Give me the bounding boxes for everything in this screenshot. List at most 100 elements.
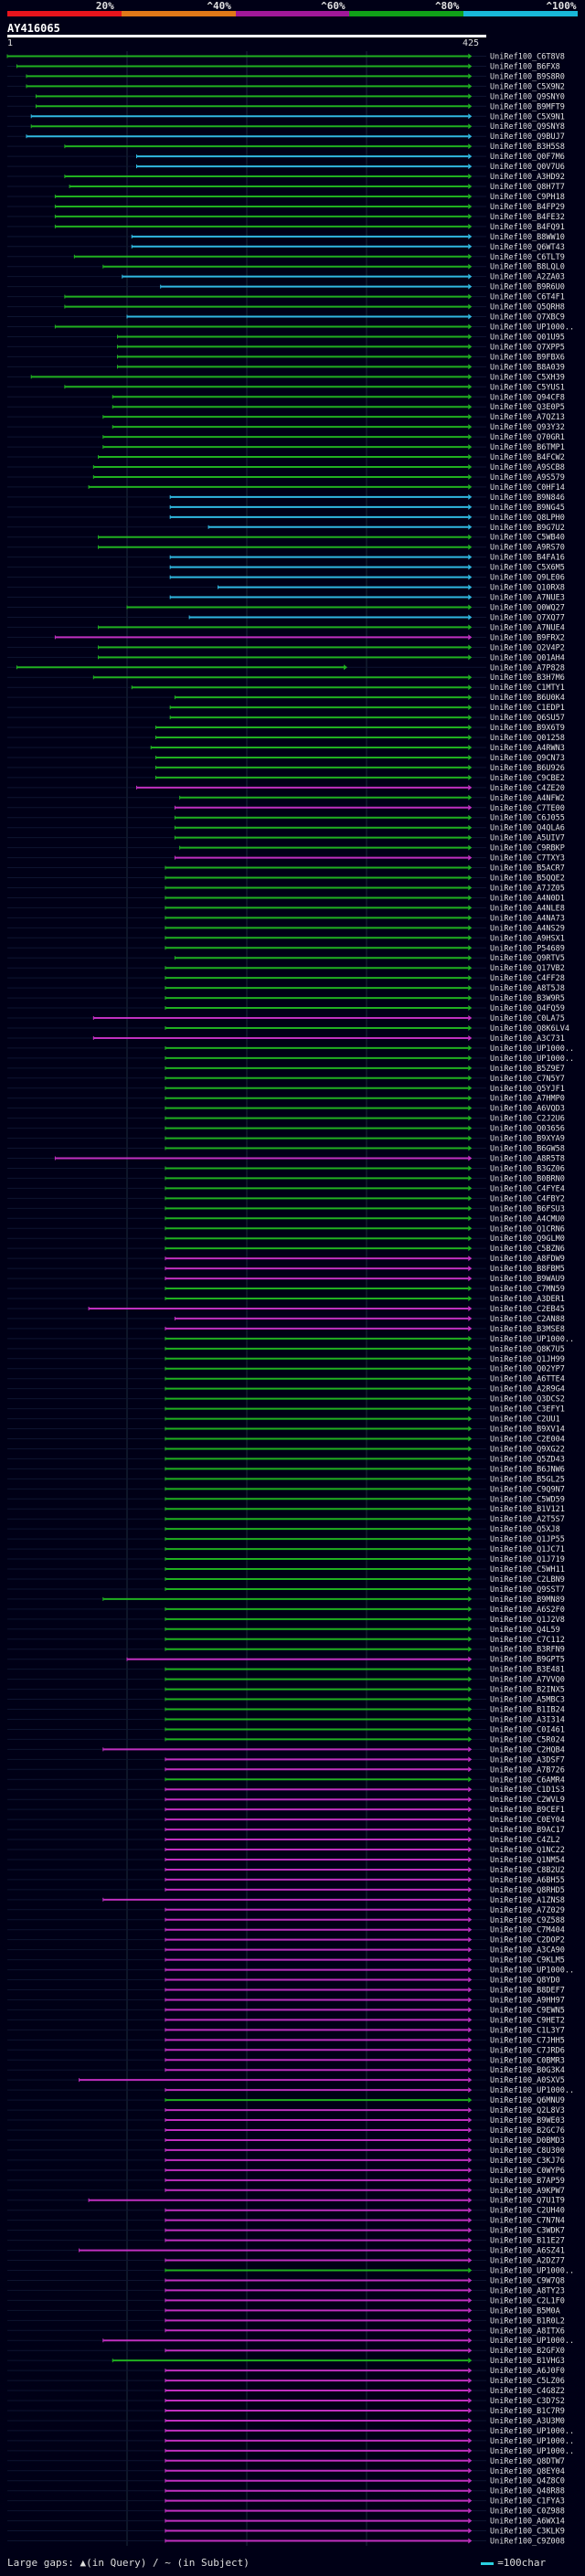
hit-arrow (468, 73, 473, 80)
scale-segment (121, 11, 236, 16)
scale-label: ^60% (321, 0, 346, 12)
hit-label: UniRef100_C6T4F1 (490, 293, 565, 302)
hit-arrow (468, 1886, 473, 1892)
hit-label: UniRef100_A9S579 (490, 473, 565, 482)
hit-label: UniRef100_C0EY04 (490, 1816, 565, 1825)
hit-label: UniRef100_C1FYA3 (490, 2497, 565, 2507)
hit-label: UniRef100_A7NUE3 (490, 594, 565, 603)
hit-arrow (468, 744, 473, 750)
hit-label: UniRef100_C3KJ76 (490, 2157, 565, 2166)
hit-label: UniRef100_A8T5J8 (490, 984, 565, 993)
hit-label: UniRef100_Q01258 (490, 734, 565, 743)
hit-label: UniRef100_Q7XPP5 (490, 343, 565, 352)
hit-label: UniRef100_Q1NM54 (490, 1856, 565, 1865)
hit-label: UniRef100_B5ACR7 (490, 864, 565, 874)
hit-arrow (468, 925, 473, 931)
hit-label: UniRef100_B2GFX0 (490, 2347, 565, 2356)
hit-label: UniRef100_C5X9N1 (490, 112, 565, 122)
hit-label: UniRef100_B3MSE8 (490, 1325, 565, 1334)
hit-arrow (468, 2437, 473, 2443)
hit-arrow (468, 1546, 473, 1553)
hit-arrow (468, 1636, 473, 1642)
hit-label: UniRef100_Q5YJF1 (490, 1085, 565, 1094)
hit-label: UniRef100_A5MBC3 (490, 1696, 565, 1705)
hit-label: UniRef100_A9RS70 (490, 544, 565, 553)
hit-label: UniRef100_A3U3M0 (490, 2417, 565, 2426)
hit-label: UniRef100_A7P828 (490, 663, 565, 673)
hit-label: UniRef100_B9N846 (490, 493, 565, 503)
hit-label: UniRef100_C2EB45 (490, 1305, 565, 1314)
hit-label: UniRef100_Q94CF8 (490, 393, 565, 402)
hit-label: UniRef100_C4FYE4 (490, 1184, 565, 1193)
hit-label: UniRef100_A6WX14 (490, 2518, 565, 2527)
hit-arrow (468, 1856, 473, 1862)
hit-label: UniRef100_C6T8V8 (490, 52, 565, 61)
hit-arrow (468, 354, 473, 360)
hit-arrow (468, 2417, 473, 2423)
hit-label: UniRef100_B9X6T9 (490, 724, 565, 733)
scale-segment (235, 11, 350, 16)
hit-arrow (468, 544, 473, 550)
hit-label: UniRef100_Q9CN73 (490, 754, 565, 763)
hit-label: UniRef100_C2E004 (490, 1435, 565, 1444)
hit-label: UniRef100_C7JHH5 (490, 2036, 565, 2045)
hit-label: UniRef100_B5M0A (490, 2306, 560, 2316)
hit-label: UniRef100_A2DZ77 (490, 2257, 565, 2266)
hit-label: UniRef100_B9XV14 (490, 1426, 565, 1435)
hit-arrow (468, 1075, 473, 1081)
hit-label: UniRef100_Q0WQ27 (490, 603, 565, 612)
hit-arrow (468, 2127, 473, 2133)
hit-arrow (468, 154, 473, 160)
hit-label: UniRef100_B9NG45 (490, 504, 565, 513)
hit-label: UniRef100_A7NUE4 (490, 623, 565, 632)
hit-label: UniRef100_C7TXY3 (490, 854, 565, 864)
hit-arrow (468, 1205, 473, 1212)
hit-label: UniRef100_Q4FQ59 (490, 1004, 565, 1013)
hit-arrow (468, 2227, 473, 2233)
hit-label: UniRef100_C9Z008 (490, 2538, 565, 2546)
hit-arrow (344, 664, 348, 671)
hit-arrow (468, 424, 473, 430)
hit-arrow (468, 1215, 473, 1222)
hit-label: UniRef100_Q01AH4 (490, 653, 565, 663)
hit-label: UniRef100_C2HQB4 (490, 1745, 565, 1754)
hit-arrow (468, 624, 473, 631)
hit-label: UniRef100_A1ZNS8 (490, 1896, 565, 1905)
hit-arrow (468, 404, 473, 410)
hit-arrow (468, 1506, 473, 1512)
hit-arrow (468, 493, 473, 500)
hit-label: UniRef100_A4NFW2 (490, 794, 565, 803)
hit-arrow (468, 2187, 473, 2193)
hit-arrow (468, 1616, 473, 1622)
hit-arrow (468, 2497, 473, 2504)
hit-arrow (468, 1286, 473, 1292)
hit-arrow (468, 2247, 473, 2253)
hit-label: UniRef100_B9R6U0 (490, 283, 565, 292)
hit-arrow (468, 2528, 473, 2534)
hit-arrow (468, 564, 473, 570)
hit-label: UniRef100_Q1JP55 (490, 1535, 565, 1544)
hit-arrow (468, 1926, 473, 1933)
hit-arrow (468, 1807, 473, 1813)
hit-arrow (468, 945, 473, 951)
hit-label: UniRef100_A9HSX1 (490, 934, 565, 943)
hit-label: UniRef100_B1C7R9 (490, 2407, 565, 2416)
hit-label: UniRef100_A6SZ41 (490, 2247, 565, 2256)
hit-label: UniRef100_C5XH39 (490, 373, 565, 382)
hit-label: UniRef100_A8ITX6 (490, 2327, 565, 2336)
hit-arrow (468, 2447, 473, 2454)
hit-arrow (468, 1125, 473, 1131)
hit-label: UniRef100_C0LA75 (490, 1014, 565, 1023)
hit-label: UniRef100_C2L1F0 (490, 2296, 565, 2306)
hit-arrow (468, 1646, 473, 1652)
hit-arrow (468, 454, 473, 461)
hit-label: UniRef100_C7JRD6 (490, 2046, 565, 2055)
hit-arrow (468, 684, 473, 691)
hit-label: UniRef100_D0BMD3 (490, 2136, 565, 2146)
hit-arrow (468, 1145, 473, 1151)
hit-arrow (468, 1055, 473, 1061)
hit-label: UniRef100_B3RFN9 (490, 1646, 565, 1655)
hit-arrow (468, 1155, 473, 1161)
hit-label: UniRef100_C5X9N2 (490, 82, 565, 91)
hit-arrow (468, 814, 473, 821)
